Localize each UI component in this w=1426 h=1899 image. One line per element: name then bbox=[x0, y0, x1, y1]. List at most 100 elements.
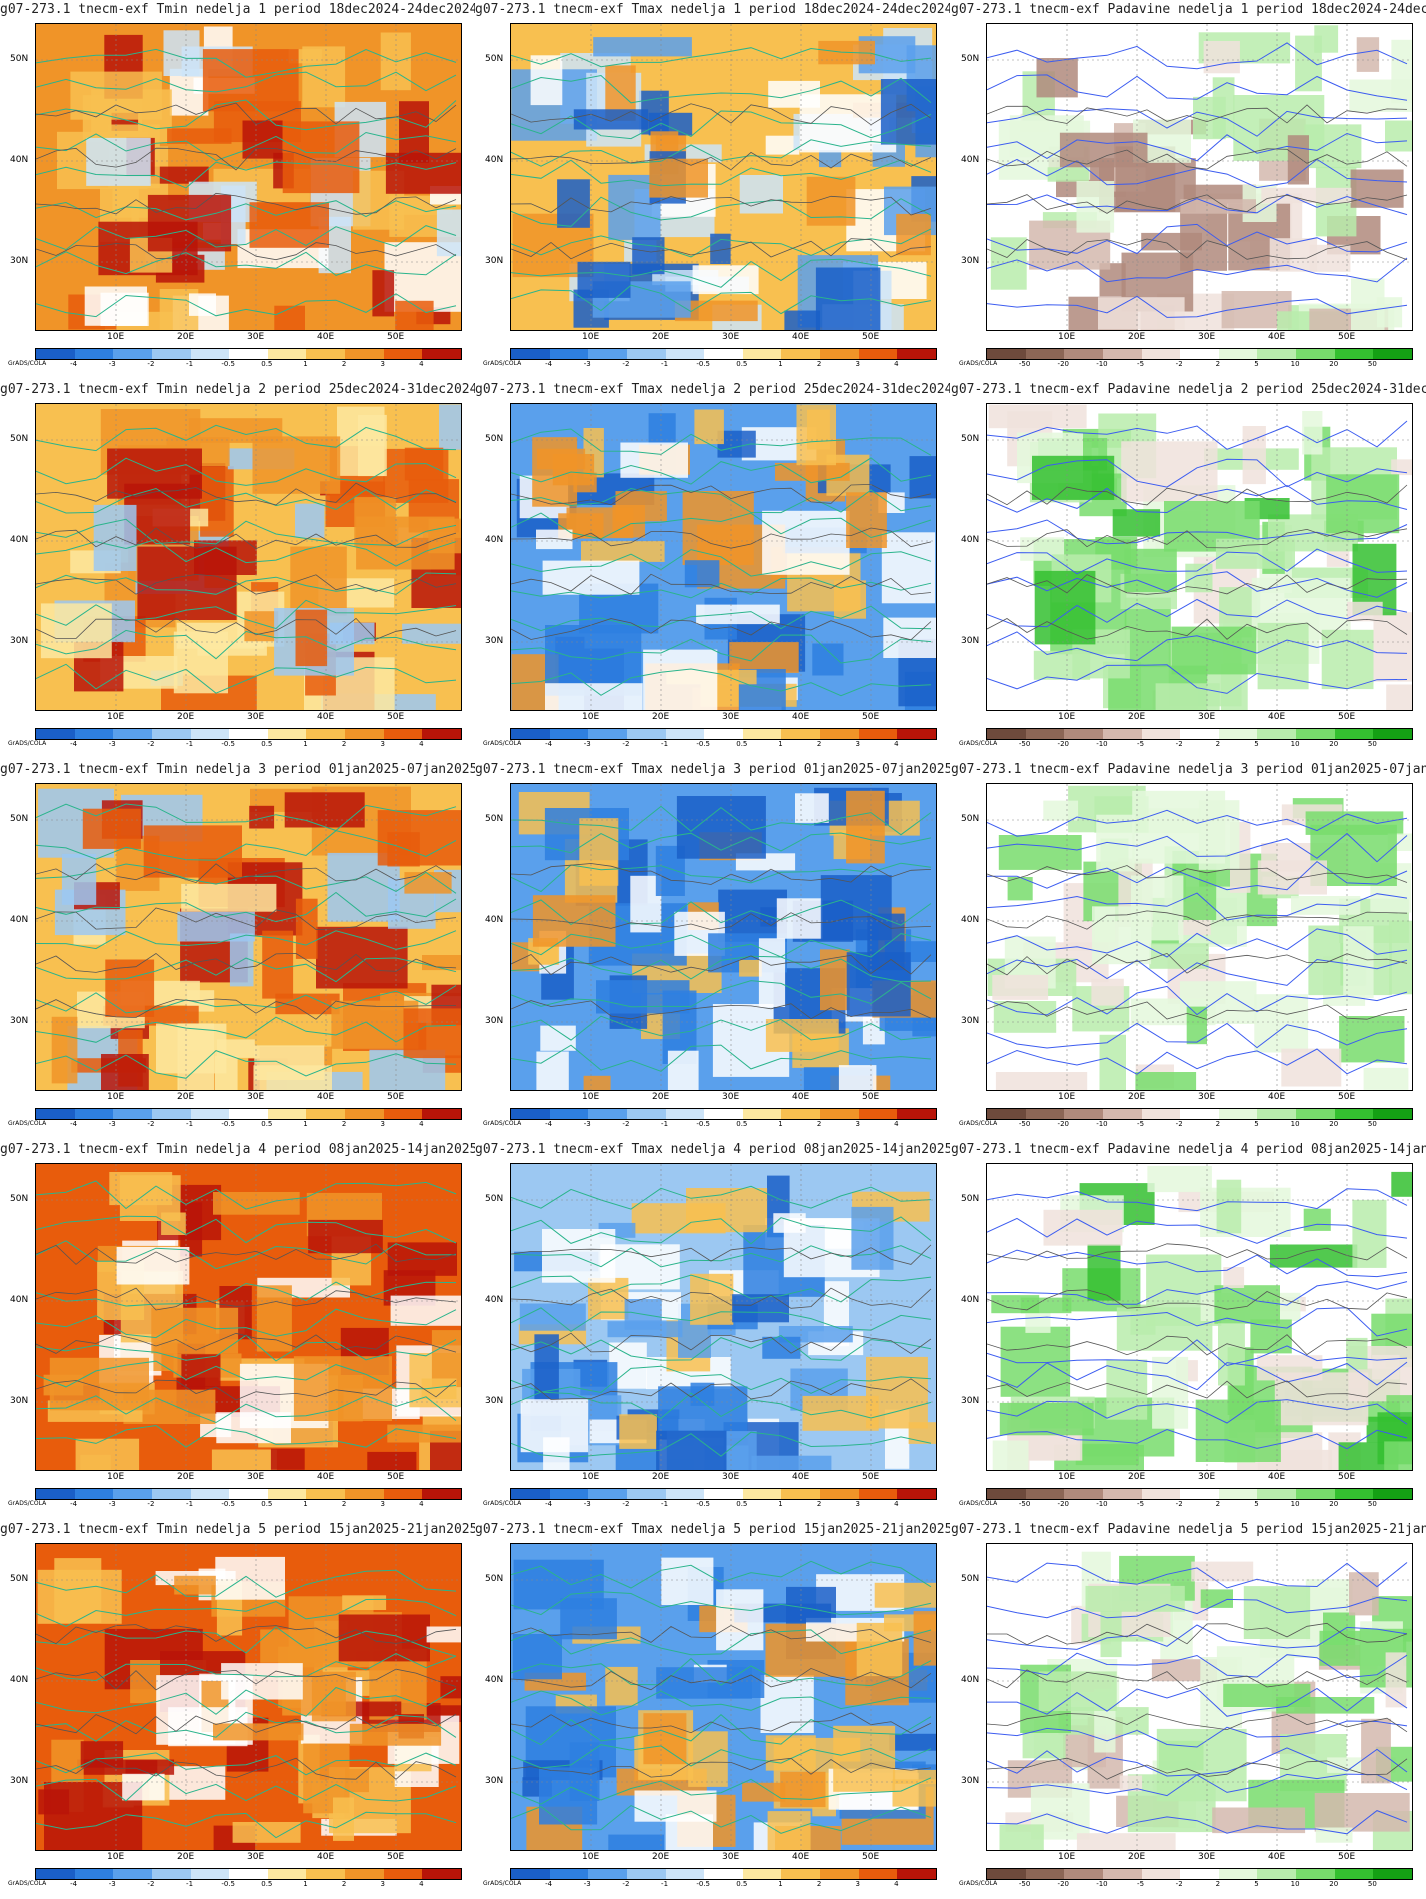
colorbar-tick-label: 10 bbox=[1290, 1500, 1300, 1508]
map-plot-area bbox=[35, 23, 462, 331]
colorbar-swatch bbox=[1257, 1109, 1297, 1119]
map-panel-tmax-5: g07-273.1 tnecm-exf Tmax nedelja 5 perio… bbox=[475, 1520, 950, 1899]
colorbar-tick-label: -0.5 bbox=[221, 1120, 236, 1128]
contour-line bbox=[987, 519, 1408, 545]
colorbar-swatch bbox=[1025, 729, 1065, 739]
field-patch bbox=[605, 1666, 638, 1706]
colorbar-swatch bbox=[1102, 1869, 1142, 1879]
colorbar-swatch bbox=[1141, 349, 1181, 359]
lon-label: 10E bbox=[107, 332, 125, 342]
colorbar-tick-label: 2 bbox=[341, 1500, 347, 1508]
field-patch bbox=[308, 1219, 383, 1254]
colorbar-tick-label: -4 bbox=[545, 360, 553, 368]
map-panel-pad-2: g07-273.1 tnecm-exf Padavine nedelja 2 p… bbox=[951, 380, 1426, 759]
contour-line bbox=[36, 1016, 457, 1043]
colorbar-tick-label: 1 bbox=[778, 740, 783, 748]
colorbar-tick-label: -4 bbox=[545, 1880, 553, 1888]
contour-line bbox=[511, 955, 932, 983]
lat-label: 40N bbox=[10, 535, 29, 545]
contour-line bbox=[36, 1050, 457, 1079]
field-patch bbox=[883, 617, 936, 658]
contour-line bbox=[987, 1307, 1408, 1337]
colorbar bbox=[35, 1868, 462, 1880]
panel-title: g07-273.1 tnecm-exf Tmax nedelja 4 perio… bbox=[475, 1142, 950, 1157]
coastline bbox=[511, 863, 932, 885]
colorbar-swatch bbox=[1064, 729, 1103, 739]
colorbar-tick-label: 50 bbox=[1367, 740, 1377, 748]
colorbar-tick-label: -1 bbox=[661, 1120, 669, 1128]
colorbar-swatch bbox=[1064, 1489, 1103, 1499]
contour-line bbox=[511, 1805, 932, 1834]
field-patch bbox=[1171, 626, 1257, 675]
colorbar-tick-label: -20 bbox=[1057, 1880, 1069, 1888]
colorbar-swatch bbox=[1296, 349, 1335, 359]
colorbar-tick-label: -3 bbox=[108, 1880, 116, 1888]
field-patch bbox=[1036, 58, 1078, 98]
field-patch bbox=[1303, 1208, 1331, 1231]
colorbar-swatch bbox=[704, 729, 743, 739]
colorbar-swatch bbox=[1102, 729, 1142, 739]
field-patch bbox=[295, 503, 325, 538]
map-plot-area bbox=[35, 403, 462, 711]
contour-line bbox=[36, 1215, 457, 1244]
field-patch bbox=[1112, 509, 1161, 537]
field-patch bbox=[1087, 1244, 1121, 1301]
field-patch bbox=[1098, 297, 1185, 330]
colorbar-swatch bbox=[267, 729, 307, 739]
colorbar-swatch bbox=[820, 729, 859, 739]
colorbar-swatch bbox=[897, 729, 937, 739]
contour-line bbox=[511, 159, 932, 187]
lon-label: 50E bbox=[1338, 1852, 1356, 1862]
contour-line bbox=[987, 1361, 1408, 1391]
field-patch bbox=[795, 793, 829, 823]
field-patch bbox=[692, 265, 759, 295]
contour-line bbox=[987, 1399, 1408, 1425]
coastline bbox=[36, 1287, 457, 1311]
colorbar-tick-label: -1 bbox=[186, 360, 194, 368]
coastline bbox=[987, 1669, 1408, 1690]
colorbar-tick-label: -50 bbox=[1018, 1120, 1031, 1128]
contour-line bbox=[511, 1245, 932, 1268]
coastline bbox=[511, 527, 932, 549]
colorbar-swatch bbox=[229, 1489, 268, 1499]
field-patch bbox=[577, 261, 631, 298]
field-patch bbox=[596, 980, 690, 1014]
coastline bbox=[511, 483, 932, 506]
coastline bbox=[511, 238, 932, 260]
grads-credit: GrADS/COLA bbox=[959, 1880, 998, 1887]
contour-line bbox=[987, 257, 1408, 283]
colorbar-tick-label: 20 bbox=[1329, 1120, 1339, 1128]
colorbar-swatch bbox=[588, 1489, 627, 1499]
field-patch bbox=[545, 683, 643, 710]
colorbar-swatch bbox=[306, 1489, 346, 1499]
colorbar-swatch bbox=[742, 349, 782, 359]
colorbar-swatch bbox=[306, 1869, 346, 1879]
colorbar-swatch bbox=[229, 349, 268, 359]
field-patch bbox=[202, 49, 299, 112]
field-patch bbox=[1291, 896, 1361, 915]
field-patch bbox=[149, 166, 209, 184]
colorbar-tick-label: 0.5 bbox=[736, 1120, 748, 1128]
colorbar-swatch bbox=[781, 1869, 821, 1879]
contour-line bbox=[36, 891, 457, 923]
field-patch bbox=[1038, 1671, 1117, 1711]
coastline bbox=[36, 1668, 457, 1691]
colorbar-swatch bbox=[704, 349, 743, 359]
coastline bbox=[36, 1379, 457, 1401]
field-patch bbox=[229, 933, 254, 987]
panel-title: g07-273.1 tnecm-exf Tmin nedelja 4 perio… bbox=[0, 1142, 475, 1157]
colorbar-tick-label: 0.5 bbox=[261, 1500, 273, 1508]
colorbar-swatch bbox=[190, 1869, 230, 1879]
field-patch bbox=[151, 1307, 239, 1354]
colorbar-tick-label: -10 bbox=[1096, 360, 1108, 368]
map-field bbox=[511, 1164, 936, 1470]
field-patch bbox=[1223, 1267, 1245, 1288]
colorbar-tick-label: 3 bbox=[380, 740, 385, 748]
field-patch bbox=[856, 1622, 903, 1677]
colorbar-tick-label: -4 bbox=[70, 1880, 78, 1888]
colorbar-tick-label: 5 bbox=[1254, 740, 1259, 748]
colorbar-swatch bbox=[306, 1109, 346, 1119]
map-panel-tmax-1: g07-273.1 tnecm-exf Tmax nedelja 1 perio… bbox=[475, 0, 950, 379]
field-patch bbox=[295, 609, 328, 667]
field-patch bbox=[1203, 41, 1240, 74]
